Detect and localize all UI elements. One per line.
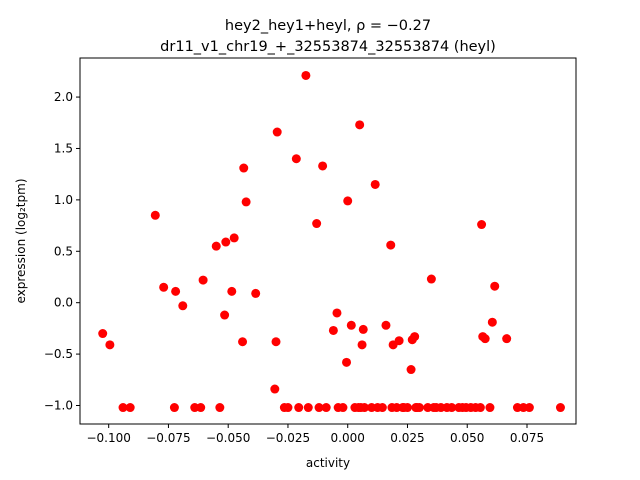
x-tick-label: −0.025	[266, 431, 310, 445]
data-point	[227, 286, 237, 296]
data-point	[171, 286, 181, 296]
y-tick-label: 2.0	[54, 90, 73, 104]
data-point	[426, 274, 436, 284]
x-axis-label: activity	[306, 456, 350, 470]
data-point	[332, 308, 342, 318]
data-point	[328, 325, 338, 335]
data-point	[196, 403, 206, 413]
data-point	[555, 403, 565, 413]
data-point	[301, 70, 311, 80]
data-point	[370, 179, 380, 189]
data-point	[169, 403, 179, 413]
data-point	[118, 403, 128, 413]
y-tick-label: −0.5	[44, 347, 73, 361]
data-point	[241, 197, 251, 207]
data-point	[125, 403, 135, 413]
data-point	[211, 241, 221, 251]
x-tick-label: 0.025	[390, 431, 424, 445]
data-points	[98, 70, 565, 413]
data-point	[283, 403, 293, 413]
data-point	[358, 324, 368, 334]
data-point	[105, 340, 115, 350]
data-point	[229, 233, 239, 243]
data-point	[477, 220, 487, 230]
data-point	[386, 240, 396, 250]
data-point	[178, 301, 188, 311]
data-point	[270, 384, 280, 394]
data-point	[485, 403, 495, 413]
data-point	[294, 403, 304, 413]
data-point	[272, 127, 282, 137]
data-point	[215, 403, 225, 413]
data-point	[414, 403, 424, 413]
data-point	[355, 120, 365, 130]
chart-title-line2: dr11_v1_chr19_+_32553874_32553874 (heyl)	[160, 39, 496, 55]
y-tick-label: 1.0	[54, 193, 73, 207]
data-point	[312, 219, 322, 229]
data-point	[342, 357, 352, 367]
axis-ticks: −0.100 −0.075 −0.050 −0.025 0.000 0.025 0.050 0…	[44, 90, 544, 445]
data-point	[251, 288, 261, 298]
data-point	[524, 403, 534, 413]
y-tick-label: −1.0	[44, 398, 73, 412]
data-point	[318, 161, 328, 171]
data-point	[271, 337, 281, 347]
data-point	[475, 403, 485, 413]
y-tick-label: 1.5	[54, 141, 73, 155]
data-point	[406, 365, 416, 375]
x-tick-label: −0.050	[206, 431, 250, 445]
data-point	[220, 310, 230, 320]
x-tick-label: 0.000	[331, 431, 365, 445]
data-point	[402, 403, 412, 413]
x-tick-label: −0.075	[146, 431, 190, 445]
x-tick-label: −0.100	[86, 431, 130, 445]
plot-frame	[79, 57, 577, 425]
data-point	[381, 320, 391, 330]
data-point	[98, 329, 108, 339]
data-point	[239, 163, 249, 173]
y-tick-label: 0.5	[54, 244, 73, 258]
data-point	[314, 403, 324, 413]
y-tick-label: 0.0	[54, 296, 73, 310]
data-point	[490, 281, 500, 291]
data-point	[238, 337, 248, 347]
data-point	[198, 275, 208, 285]
data-point	[410, 332, 420, 342]
data-point	[502, 334, 512, 344]
data-point	[159, 282, 169, 292]
data-point	[346, 320, 356, 330]
data-point	[321, 403, 331, 413]
data-point	[487, 317, 497, 327]
data-point	[291, 154, 301, 164]
data-point	[377, 403, 387, 413]
data-point	[394, 336, 404, 346]
data-point	[150, 210, 160, 220]
data-point	[359, 403, 369, 413]
x-tick-label: 0.050	[450, 431, 484, 445]
data-point	[480, 334, 490, 344]
x-tick-label: 0.075	[510, 431, 544, 445]
data-point	[303, 403, 313, 413]
data-point	[447, 403, 457, 413]
data-point	[357, 340, 367, 350]
data-point	[338, 403, 348, 413]
data-point	[221, 237, 231, 247]
data-point	[343, 196, 353, 206]
chart-title-line1: hey2_hey1+heyl, ρ = −0.27	[225, 18, 431, 34]
y-axis-label: expression (log₂tpm)	[14, 178, 28, 303]
